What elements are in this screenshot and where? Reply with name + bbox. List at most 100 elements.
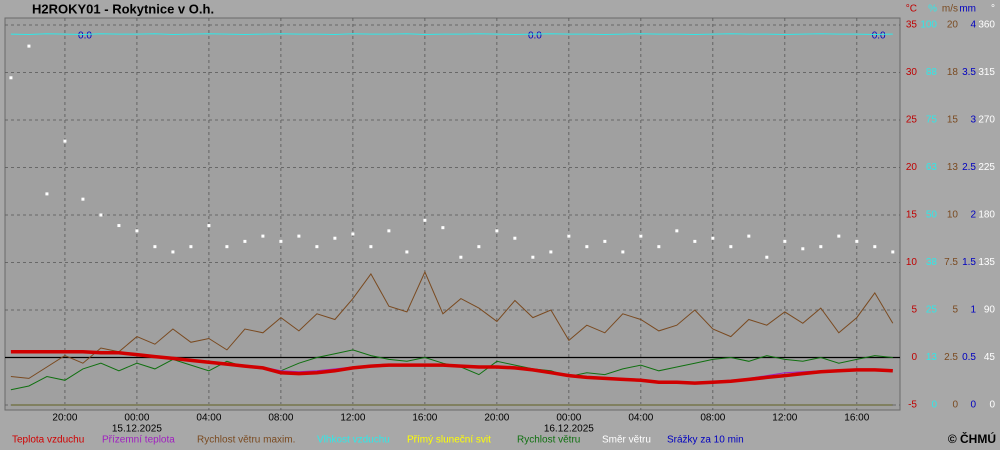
x-tick-label: 20:00 [52, 413, 77, 424]
direction-dot [477, 245, 481, 249]
y-tick-label: 270 [978, 115, 995, 126]
y-tick-label: 88 [926, 67, 938, 78]
y-tick-label: 25 [906, 115, 918, 126]
y-tick-label: 2.5 [944, 352, 958, 363]
direction-dot [891, 250, 895, 254]
legend-entry: Rychlost větru [517, 435, 580, 446]
y-tick-label: 0 [989, 400, 995, 411]
x-tick-label: 08:00 [268, 413, 293, 424]
direction-dot [423, 218, 427, 222]
chart-title: H2ROKY01 - Rokytnice v O.h. [32, 1, 214, 16]
direction-dot [207, 224, 211, 228]
y-tick-label: 7.5 [944, 257, 958, 268]
y-tick-label: 225 [978, 162, 995, 173]
y-tick-label: 18 [947, 67, 959, 78]
direction-dot [81, 197, 85, 201]
axis-unit: % [928, 4, 937, 15]
y-tick-label: 2 [970, 210, 976, 221]
y-tick-label: -5 [908, 400, 917, 411]
y-tick-label: 13 [926, 352, 938, 363]
y-tick-label: 30 [906, 67, 918, 78]
direction-dot [657, 245, 661, 249]
direction-dot [333, 236, 337, 240]
direction-dot [225, 245, 229, 249]
legend-entry: Směr větru [602, 435, 651, 446]
date-label: 15.12.2025 [112, 424, 162, 435]
y-tick-label: 45 [984, 352, 996, 363]
y-tick-label: 50 [926, 210, 938, 221]
y-tick-label: 15 [906, 210, 918, 221]
series-line [10, 350, 893, 385]
y-tick-label: 25 [926, 305, 938, 316]
direction-dot [369, 245, 373, 249]
x-tick-label: 04:00 [196, 413, 221, 424]
direction-dot [585, 245, 589, 249]
y-tick-label: 180 [978, 210, 995, 221]
direction-dot [297, 234, 301, 238]
y-tick-label: 0 [970, 400, 976, 411]
direction-dot [567, 234, 571, 238]
y-tick-label: 3.5 [962, 67, 976, 78]
direction-dot [675, 229, 679, 233]
direction-dot [63, 139, 67, 143]
direction-dot [27, 44, 31, 48]
y-tick-label: 0.5 [962, 352, 976, 363]
direction-dot [99, 213, 103, 217]
y-tick-label: 20 [906, 162, 918, 173]
legend-entry: Přízemní teplota [102, 435, 175, 446]
direction-dot [513, 236, 517, 240]
y-tick-label: 3 [970, 115, 976, 126]
y-tick-label: 20 [947, 20, 959, 31]
y-tick-label: 2.5 [962, 162, 976, 173]
direction-dot [855, 239, 859, 243]
y-tick-label: 1 [970, 305, 976, 316]
axis-unit: m/s [942, 4, 958, 15]
x-tick-label: 12:00 [772, 413, 797, 424]
x-tick-label: 08:00 [700, 413, 725, 424]
x-tick-label: 04:00 [628, 413, 653, 424]
legend-entry: Srážky za 10 min [667, 435, 744, 446]
copyright: © ČHMÚ [948, 431, 996, 446]
direction-dot [189, 245, 193, 249]
x-tick-label: 20:00 [484, 413, 509, 424]
direction-dot [603, 239, 607, 243]
direction-dot [783, 239, 787, 243]
direction-dot [711, 236, 715, 240]
direction-dot [351, 232, 355, 236]
direction-dot [261, 234, 265, 238]
annotation: 0.0 [78, 31, 92, 42]
y-tick-label: 90 [984, 305, 996, 316]
x-tick-label: 12:00 [340, 413, 365, 424]
x-tick-label: 00:00 [556, 413, 581, 424]
direction-dot [153, 245, 157, 249]
direction-dot [729, 245, 733, 249]
y-tick-label: 315 [978, 67, 995, 78]
legend-entry: Teplota vzduchu [12, 435, 84, 446]
y-tick-label: 63 [926, 162, 938, 173]
direction-dot [117, 224, 121, 228]
y-tick-label: 35 [906, 20, 918, 31]
direction-dot [549, 250, 553, 254]
direction-dot [171, 250, 175, 254]
direction-dot [801, 247, 805, 251]
annotation: 0.0 [872, 31, 886, 42]
y-tick-label: 38 [926, 257, 938, 268]
y-tick-label: 0 [911, 352, 917, 363]
direction-dot [387, 229, 391, 233]
direction-dot [621, 250, 625, 254]
direction-dot [747, 234, 751, 238]
direction-dot [243, 239, 247, 243]
legend-entry: Rychlost větru maxim. [197, 435, 295, 446]
direction-dot [819, 245, 823, 249]
x-tick-label: 16:00 [412, 413, 437, 424]
legend-entry: Přímý sluneční svit [407, 435, 491, 446]
direction-dot [405, 250, 409, 254]
direction-dot [495, 229, 499, 233]
plot-area [4, 17, 901, 411]
direction-dot [315, 245, 319, 249]
y-tick-label: 10 [947, 210, 959, 221]
y-tick-label: 10 [906, 257, 918, 268]
y-tick-label: 0 [931, 400, 937, 411]
direction-dot [837, 234, 841, 238]
